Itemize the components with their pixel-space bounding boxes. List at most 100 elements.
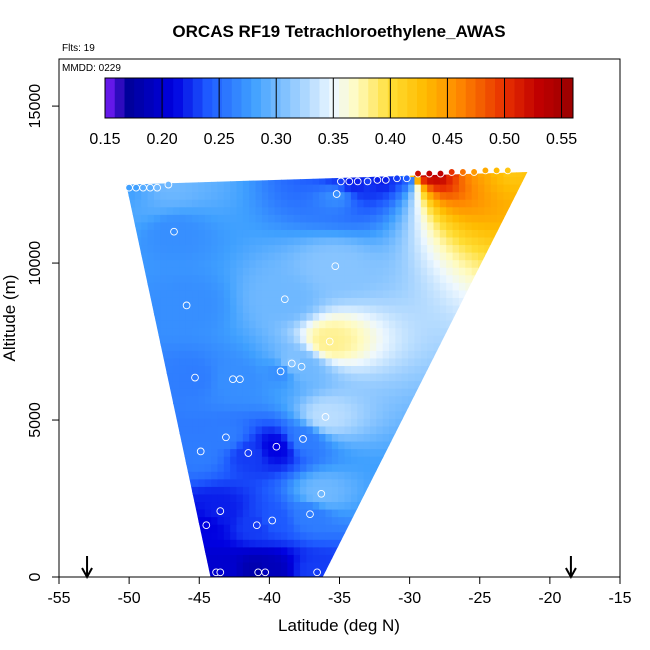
heatmap-cell bbox=[287, 448, 295, 457]
heatmap-cell bbox=[382, 327, 390, 336]
heatmap-cell bbox=[395, 267, 403, 276]
heatmap-cell bbox=[350, 501, 358, 510]
heatmap-cell bbox=[126, 244, 130, 253]
heatmap-cell bbox=[414, 508, 422, 518]
heatmap-cell bbox=[268, 440, 276, 450]
heatmap-cell bbox=[249, 440, 257, 450]
heatmap-cell bbox=[217, 342, 225, 351]
heatmap-cell bbox=[153, 440, 161, 450]
heatmap-cell bbox=[503, 289, 511, 298]
heatmap-cell bbox=[427, 259, 435, 268]
heatmap-cell bbox=[382, 357, 390, 366]
heatmap-cell bbox=[185, 478, 193, 487]
heatmap-cell bbox=[126, 312, 130, 321]
heatmap-cell bbox=[153, 221, 161, 230]
heatmap-cell bbox=[408, 244, 416, 253]
heatmap-cell bbox=[147, 569, 155, 577]
heatmap-cell bbox=[509, 191, 517, 200]
heatmap-cell bbox=[439, 327, 447, 336]
heatmap-cell bbox=[293, 365, 301, 374]
heatmap-cell bbox=[172, 561, 180, 571]
heatmap-cell bbox=[452, 569, 460, 577]
heatmap-cell bbox=[274, 335, 282, 344]
heatmap-cell bbox=[242, 357, 250, 366]
heatmap-cell bbox=[185, 546, 193, 555]
heatmap-cell bbox=[134, 304, 142, 314]
heatmap-cell bbox=[287, 569, 295, 577]
heatmap-cell bbox=[338, 410, 346, 419]
heatmap-cell bbox=[522, 433, 528, 442]
heatmap-cell bbox=[242, 486, 250, 495]
heatmap-cell bbox=[395, 478, 403, 487]
heatmap-cell bbox=[204, 365, 212, 374]
heatmap-cell bbox=[420, 456, 428, 465]
heatmap-cell bbox=[350, 297, 358, 306]
heatmap-cell bbox=[465, 516, 473, 525]
heatmap-cell bbox=[338, 561, 346, 571]
heatmap-cell bbox=[516, 372, 524, 382]
heatmap-cell bbox=[389, 221, 396, 230]
heatmap-cell bbox=[433, 493, 441, 503]
heatmap-cell bbox=[166, 304, 174, 314]
heatmap-cell bbox=[369, 388, 377, 397]
heatmap-cell bbox=[497, 320, 505, 329]
heatmap-cell bbox=[401, 433, 409, 442]
heatmap-cell bbox=[427, 516, 435, 525]
heatmap-cell bbox=[509, 289, 517, 298]
heatmap-cell bbox=[471, 448, 479, 457]
heatmap-cell bbox=[363, 206, 371, 215]
heatmap-cell bbox=[338, 524, 346, 533]
heatmap-cell bbox=[249, 252, 257, 261]
heatmap-cell bbox=[376, 172, 384, 178]
heatmap-cell bbox=[433, 274, 441, 283]
heatmap-cell bbox=[401, 471, 409, 480]
heatmap-cell bbox=[160, 183, 168, 193]
heatmap-cell bbox=[484, 388, 492, 397]
heatmap-cell bbox=[338, 569, 346, 577]
heatmap-cell bbox=[319, 501, 327, 510]
heatmap-cell bbox=[497, 221, 505, 230]
heatmap-cell bbox=[452, 304, 460, 314]
heatmap-cell bbox=[306, 214, 314, 223]
heatmap-cell bbox=[160, 569, 168, 577]
heatmap-cell bbox=[471, 372, 479, 382]
heatmap-cell bbox=[255, 380, 263, 389]
heatmap-cell bbox=[490, 365, 498, 374]
heatmap-cell bbox=[280, 372, 288, 382]
heatmap-cell bbox=[312, 531, 320, 540]
heatmap-cell bbox=[439, 183, 447, 193]
heatmap-cell bbox=[249, 493, 257, 503]
heatmap-cell bbox=[363, 274, 371, 283]
heatmap-cell bbox=[446, 297, 454, 306]
heatmap-cell bbox=[236, 440, 244, 450]
heatmap-cell bbox=[408, 531, 416, 540]
heatmap-cell bbox=[478, 297, 485, 306]
heatmap-cell bbox=[166, 486, 174, 495]
heatmap-cell bbox=[268, 456, 276, 465]
heatmap-cell bbox=[166, 433, 174, 442]
heatmap-cell bbox=[223, 561, 231, 571]
heatmap-cell bbox=[344, 327, 352, 336]
heatmap-cell bbox=[395, 569, 403, 577]
sample-point bbox=[254, 568, 263, 577]
heatmap-cell bbox=[141, 516, 149, 525]
heatmap-cell bbox=[458, 199, 466, 208]
heatmap-cell bbox=[357, 440, 365, 450]
heatmap-cell bbox=[153, 448, 161, 457]
heatmap-cell bbox=[401, 516, 409, 525]
heatmap-cell bbox=[268, 342, 276, 351]
heatmap-cell bbox=[319, 312, 327, 321]
heatmap-cell bbox=[389, 282, 396, 291]
heatmap-cell bbox=[126, 388, 130, 397]
heatmap-cell bbox=[497, 327, 505, 336]
heatmap-cell bbox=[236, 221, 244, 230]
heatmap-cell bbox=[236, 267, 244, 276]
heatmap-cell bbox=[401, 320, 409, 329]
heatmap-cell bbox=[516, 289, 524, 298]
heatmap-cell bbox=[395, 320, 403, 329]
heatmap-cell bbox=[389, 554, 396, 563]
heatmap-cell bbox=[446, 486, 454, 495]
heatmap-cell bbox=[363, 478, 371, 487]
heatmap-cell bbox=[516, 199, 524, 208]
heatmap-cell bbox=[522, 199, 528, 208]
